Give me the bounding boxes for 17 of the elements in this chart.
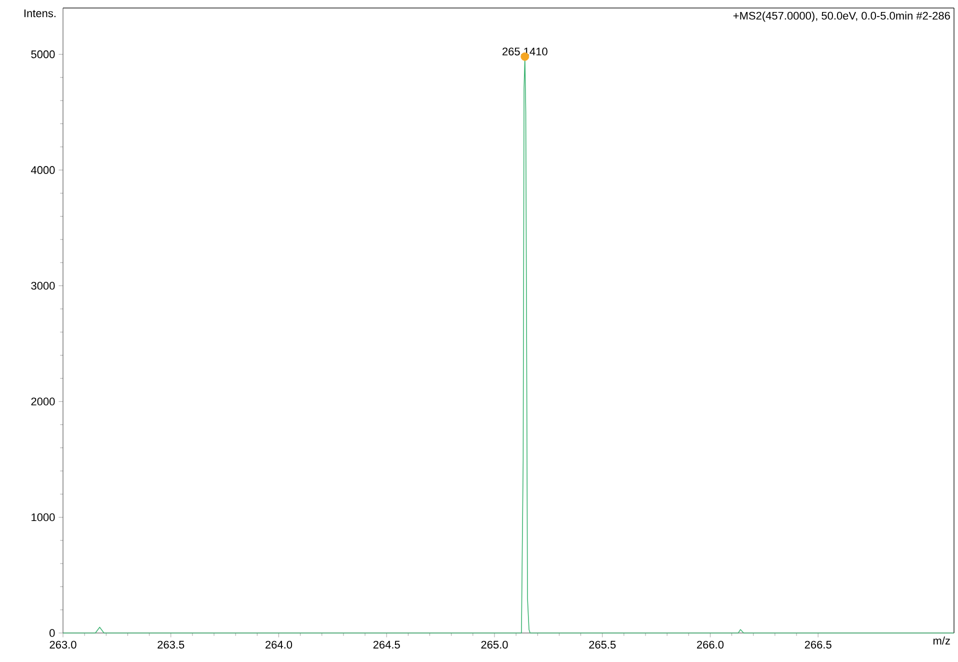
x-tick-label: 266.5 <box>804 640 832 649</box>
y-tick-label: 1000 <box>32 513 55 522</box>
x-tick-label: 264.5 <box>373 640 400 649</box>
x-tick-label: 265.5 <box>589 640 616 649</box>
x-tick-label: 263.0 <box>50 640 76 649</box>
x-tick-label: 264.0 <box>266 640 292 649</box>
x-tick-label: 263.5 <box>158 640 184 649</box>
y-tick-label: 0 <box>50 629 55 637</box>
x-axis-title: m/z <box>933 636 950 645</box>
y-tick-label: 4000 <box>30 166 55 174</box>
chart-title: +MS2(457.0000), 50.0eV, 0.0-5.0min #2-286 <box>733 12 950 22</box>
x-tick-label: 266.0 <box>697 640 724 649</box>
y-tick-label: 2000 <box>31 398 55 406</box>
y-tick-label: 3000 <box>31 282 55 290</box>
y-axis-title: Intens. <box>24 10 56 18</box>
x-tick-label: 265.0 <box>481 640 508 649</box>
y-tick-label: 5000 <box>31 50 55 58</box>
